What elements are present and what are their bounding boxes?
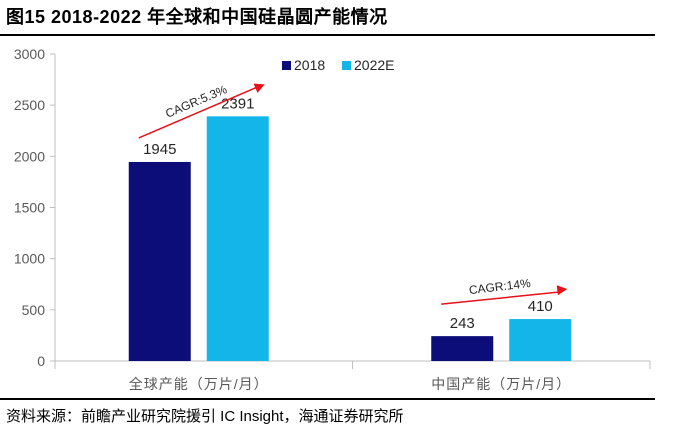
legend-label: 2018 [294,57,325,73]
data-label: 243 [450,315,475,332]
legend-swatch-2022E [342,61,351,70]
y-tick-label: 2000 [14,148,45,164]
bar-chart: 0 500 1000 1500 2000 2500 3000 1945 2391 全球产能（万片/… [14,46,651,392]
y-tick-label: 0 [37,353,45,369]
y-tick-label: 1000 [14,251,45,267]
category-label: 中国产能（万片/月） [431,376,571,392]
data-label: 2391 [221,95,254,112]
bar-2022E-global [206,116,269,361]
cagr-arrow-line [441,291,560,305]
data-label: 410 [528,298,553,315]
y-tick-label: 1500 [14,200,45,216]
y-tick-label: 500 [22,302,46,318]
legend-label: 2022E [354,57,394,73]
bottom-rule [0,398,655,400]
source-note: 资料来源：前瞻产业研究院援引 IC Insight，海通证券研究所 [6,408,404,425]
cagr-label: CAGR:14% [468,276,532,297]
figure-title: 图15 2018-2022 年全球和中国硅晶圆产能情况 [6,7,388,27]
y-tick-label: 2500 [14,97,45,113]
legend-swatch-2018 [282,61,291,70]
bar-2018-global [128,161,191,361]
category-label: 全球产能（万片/月） [129,376,269,392]
cagr-arrowhead [253,83,265,93]
cagr-arrow-line [138,86,258,139]
data-label: 1945 [143,141,176,158]
bar-2022E-china [509,319,572,361]
cagr-label: CAGR:5.3% [163,82,229,121]
y-tick-label: 3000 [14,46,45,62]
top-rule [0,34,655,36]
bar-2018-china [431,336,494,361]
cagr-arrowhead [556,285,568,296]
